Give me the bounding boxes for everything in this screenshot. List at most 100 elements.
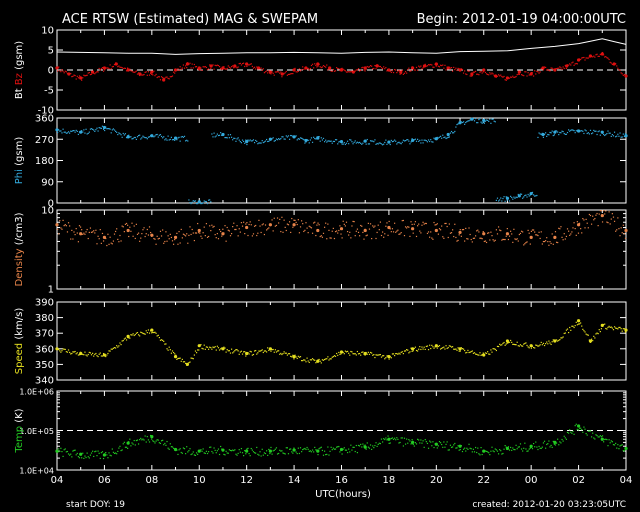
scatter-texture [470, 350, 472, 353]
scatter-texture [194, 66, 197, 68]
scatter-texture [278, 222, 280, 224]
scatter-texture [601, 132, 604, 134]
scatter-texture [348, 143, 350, 145]
scatter-texture [562, 440, 564, 442]
scatter-texture [257, 143, 259, 145]
scatter-texture [159, 134, 162, 136]
scatter-texture [443, 441, 445, 443]
scatter-texture [571, 129, 573, 131]
scatter-texture [253, 225, 256, 227]
scatter-texture [596, 53, 598, 55]
scatter-texture [62, 128, 64, 130]
scatter-texture [147, 71, 150, 73]
scatter-texture [422, 348, 424, 350]
scatter-texture [317, 359, 319, 361]
scatter-texture [461, 68, 464, 71]
scatter-texture [320, 446, 322, 448]
scatter-texture [398, 233, 400, 235]
scatter-texture [396, 230, 398, 232]
scatter-texture [216, 232, 218, 235]
scatter-texture [492, 348, 494, 350]
chart-title: ACE RTSW (Estimated) MAG & SWEPAM [62, 12, 318, 27]
scatter-texture [346, 451, 349, 454]
scatter-texture [518, 446, 520, 448]
scatter-texture [252, 139, 255, 141]
scatter-texture [106, 454, 108, 456]
scatter-texture [514, 197, 516, 199]
start-doy: start DOY: 19 [66, 500, 125, 510]
y-tick-label: 340 [35, 376, 54, 387]
scatter-texture [418, 348, 420, 350]
scatter-texture [502, 197, 504, 200]
scatter-texture [269, 72, 271, 74]
scatter-texture [599, 435, 601, 437]
scatter-texture [99, 352, 101, 354]
scatter-texture [443, 237, 445, 239]
scatter-texture [386, 439, 388, 441]
scatter-texture [525, 342, 527, 344]
scatter-texture [328, 140, 330, 142]
scatter-texture [226, 452, 228, 454]
scatter-texture [150, 72, 152, 74]
scatter-texture [596, 434, 598, 437]
scatter-texture [273, 74, 275, 76]
scatter-texture [199, 345, 201, 347]
scatter-texture [275, 138, 278, 140]
scatter-texture [375, 143, 377, 145]
scatter-texture [290, 134, 292, 137]
scatter-texture [418, 140, 420, 142]
scatter-texture [75, 78, 77, 80]
data-point [245, 449, 249, 453]
scatter-texture [480, 446, 482, 449]
scatter-texture [236, 138, 238, 140]
scatter-texture [457, 347, 459, 349]
scatter-texture [603, 133, 605, 136]
scatter-texture [214, 64, 216, 66]
scatter-texture [190, 453, 192, 456]
scatter-texture [241, 139, 244, 141]
scatter-texture [606, 328, 608, 330]
scatter-texture [609, 61, 611, 63]
scatter-texture [230, 136, 233, 138]
scatter-texture [303, 448, 305, 450]
scatter-texture [174, 353, 176, 355]
scatter-texture [472, 352, 475, 354]
scatter-texture [397, 353, 399, 355]
scatter-texture [105, 126, 107, 128]
scatter-texture [561, 438, 563, 441]
scatter-texture [424, 222, 426, 225]
scatter-texture [372, 445, 374, 447]
scatter-texture [529, 194, 531, 196]
scatter-texture [471, 241, 473, 243]
scatter-texture [353, 446, 355, 448]
scatter-texture [81, 457, 83, 459]
scatter-texture [313, 451, 315, 453]
scatter-texture [261, 69, 263, 71]
scatter-texture [167, 235, 169, 237]
scatter-texture [452, 229, 454, 231]
scatter-texture [75, 228, 77, 230]
scatter-texture [78, 131, 81, 133]
scatter-texture [348, 71, 350, 73]
scatter-texture [189, 201, 191, 204]
scatter-texture [473, 120, 476, 122]
scatter-texture [250, 447, 252, 450]
scatter-texture [143, 73, 145, 76]
scatter-texture [117, 238, 119, 241]
scatter-texture [224, 347, 226, 349]
scatter-texture [208, 199, 210, 201]
scatter-texture [241, 63, 244, 65]
scatter-texture [604, 323, 606, 325]
scatter-texture [538, 345, 540, 347]
scatter-texture [303, 139, 305, 141]
scatter-texture [429, 140, 431, 143]
scatter-texture [57, 228, 59, 230]
scatter-texture [246, 65, 248, 68]
scatter-texture [331, 142, 333, 144]
scatter-texture [151, 235, 153, 237]
scatter-texture [610, 62, 612, 64]
scatter-texture [547, 343, 549, 345]
scatter-texture [445, 137, 447, 140]
scatter-texture [102, 70, 105, 72]
scatter-texture [334, 139, 337, 141]
